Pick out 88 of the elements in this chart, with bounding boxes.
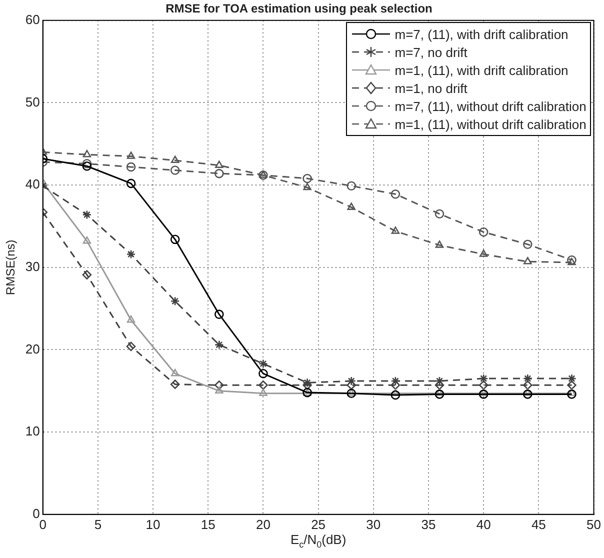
point [259,388,268,396]
x-tick-label: 50 [586,516,602,532]
point [479,250,488,257]
y-axis-title: RMSE(ns) [4,240,18,296]
point [346,181,356,191]
point [523,374,532,384]
point [523,380,532,390]
point [435,240,444,248]
x-axis-title: E$_{c}$/N$_{0}$(dB) [290,532,346,550]
y-tick-label: 50 [25,94,40,110]
y-tick-label: 20 [25,341,40,356]
legend-label: m=1, (11), with drift calibration [394,62,568,78]
legend-label: m=7, (11), without drift calibration [394,98,586,114]
point [215,160,224,168]
legend-label: m=7, (11), with drift calibration [394,26,568,42]
point [214,168,224,178]
legend-label: m=1, (11), without drift calibration [394,116,586,132]
point [170,234,180,244]
point [302,378,312,388]
point [390,390,400,400]
x-tick-label: 25 [311,516,326,532]
x-tick-label: 40 [476,516,491,532]
point [523,390,532,399]
point [302,174,312,184]
point [215,386,224,394]
point [126,152,136,159]
point [258,380,268,390]
y-tick-label: 0 [32,506,40,521]
point [478,227,488,237]
y-tick-label: 30 [25,258,40,274]
point [390,380,400,390]
point [126,162,136,172]
point [126,342,136,352]
point [214,380,224,390]
y-tick-label: 10 [25,424,40,439]
point [303,182,312,190]
x-tick-label: 20 [256,516,270,532]
point [214,310,224,319]
point [478,390,488,399]
point [434,209,444,219]
point [82,161,92,171]
point [126,178,136,188]
x-tick-label: 45 [531,516,546,532]
point [170,296,180,306]
point [434,390,444,399]
point [568,258,576,266]
point [82,210,92,220]
point [390,189,400,199]
point [346,376,356,386]
point [523,240,532,249]
point [82,150,92,158]
legend-label: m=1, no drift [394,80,468,96]
point [82,236,92,244]
point [390,376,400,386]
x-tick-label: 10 [146,516,160,532]
point [568,388,576,396]
point [82,159,92,168]
point [258,359,268,368]
point [567,374,576,384]
point [170,156,180,164]
point [347,202,356,210]
point [258,170,268,180]
point [434,380,444,390]
point [170,368,180,376]
point [126,250,136,259]
point [524,256,532,264]
point [391,226,400,234]
legend-label: m=7, no drift [394,44,468,60]
x-tick-label: 30 [366,516,381,532]
point [170,166,180,175]
point [259,170,268,178]
point [478,374,488,384]
point [170,380,180,389]
point [126,315,136,323]
x-tick-label: 35 [421,516,436,532]
point [567,255,576,265]
point [434,376,444,386]
point [478,380,488,390]
x-tick-label: 15 [200,516,216,532]
y-tick-label: 40 [25,176,40,192]
point [567,390,576,399]
y-tick-label: 60 [25,12,40,27]
chart-title: RMSE for TOA estimation using peak selection [166,2,432,16]
point [258,368,268,378]
point [567,380,576,390]
point [214,340,224,350]
point [82,270,92,280]
x-tick-label: 5 [94,516,102,532]
